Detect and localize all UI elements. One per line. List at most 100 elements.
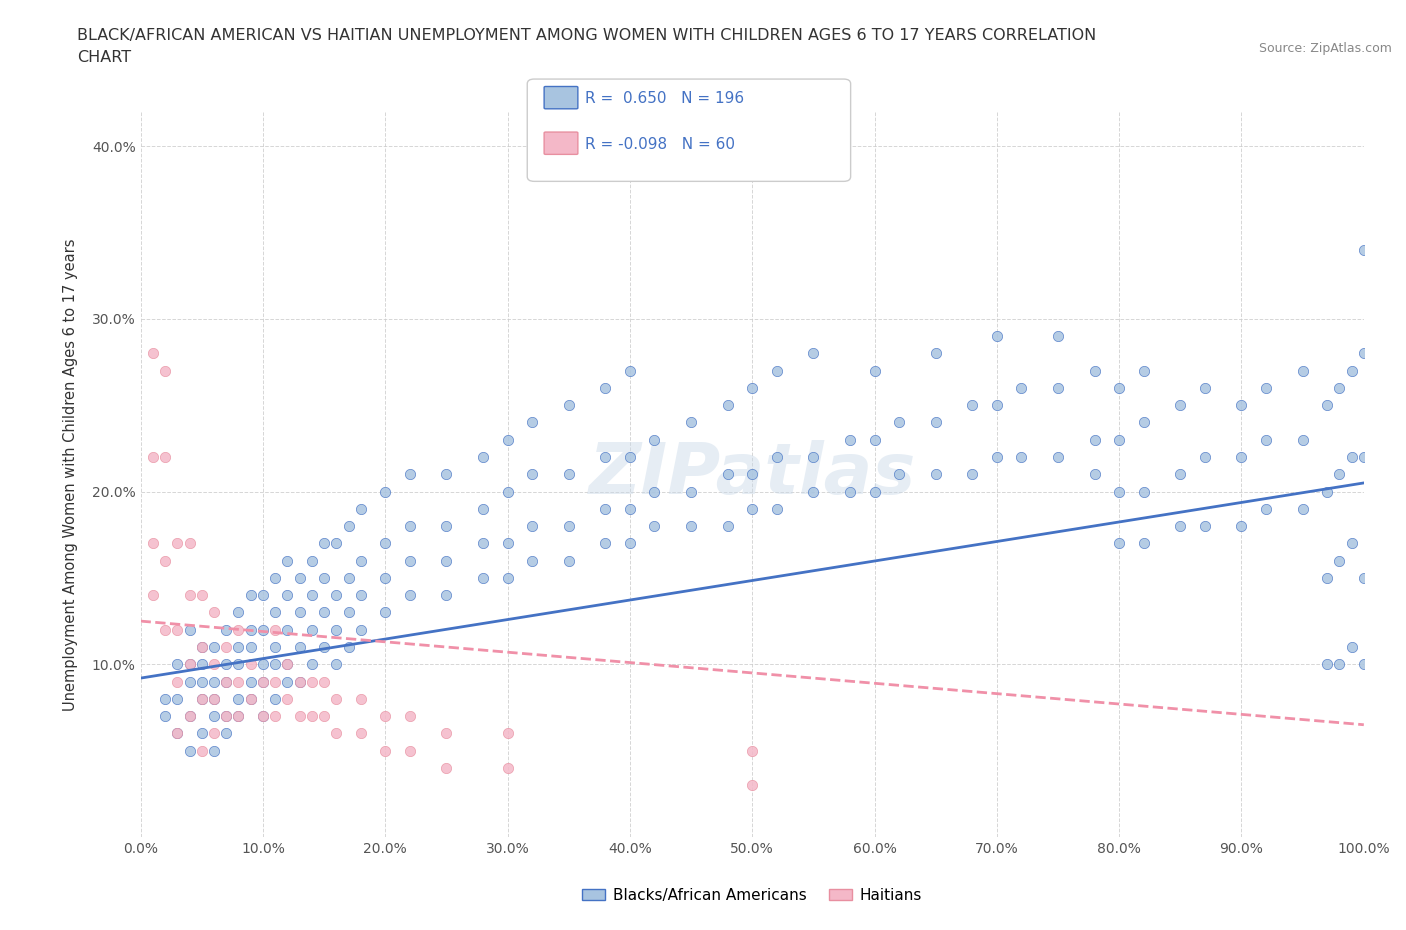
Point	[252, 674, 274, 689]
Point	[520, 467, 543, 482]
Point	[962, 398, 984, 413]
Point	[496, 485, 519, 499]
Point	[166, 691, 188, 706]
Point	[741, 743, 763, 758]
Point	[1353, 570, 1375, 585]
Point	[863, 485, 886, 499]
Point	[681, 415, 703, 430]
Point	[374, 485, 396, 499]
Point	[228, 709, 250, 724]
Point	[839, 432, 862, 447]
Point	[191, 657, 214, 671]
Point	[166, 726, 188, 741]
Point	[179, 657, 201, 671]
Point	[496, 761, 519, 776]
Point	[619, 501, 641, 516]
Point	[337, 570, 360, 585]
Point	[887, 415, 910, 430]
Point	[496, 726, 519, 741]
Point	[264, 657, 287, 671]
Point	[325, 691, 347, 706]
Point	[312, 640, 335, 655]
Point	[312, 570, 335, 585]
Point	[153, 553, 176, 568]
Point	[1329, 553, 1351, 568]
Point	[202, 726, 225, 741]
Point	[595, 536, 617, 551]
Point	[337, 605, 360, 620]
Point	[374, 709, 396, 724]
Point	[252, 709, 274, 724]
Point	[153, 364, 176, 379]
Point	[643, 485, 665, 499]
Point	[202, 674, 225, 689]
Point	[191, 674, 214, 689]
Point	[557, 519, 581, 534]
Point	[1194, 380, 1216, 395]
Point	[264, 709, 287, 724]
Point	[228, 691, 250, 706]
Point	[863, 432, 886, 447]
Point	[520, 553, 543, 568]
Point	[436, 726, 458, 741]
Point	[252, 674, 274, 689]
Point	[436, 467, 458, 482]
Point	[1132, 415, 1154, 430]
Point	[228, 674, 250, 689]
Point	[1170, 467, 1192, 482]
Point	[179, 657, 201, 671]
Point	[276, 657, 298, 671]
Point	[301, 588, 323, 603]
Point	[1316, 398, 1339, 413]
Point	[191, 640, 214, 655]
Point	[1230, 449, 1253, 464]
Point	[179, 536, 201, 551]
Point	[1108, 432, 1130, 447]
Point	[717, 467, 740, 482]
Point	[496, 536, 519, 551]
Point	[288, 605, 311, 620]
Point	[1010, 449, 1032, 464]
Point	[288, 570, 311, 585]
Point	[1329, 467, 1351, 482]
Point	[179, 588, 201, 603]
Point	[288, 709, 311, 724]
Point	[741, 467, 763, 482]
Point	[215, 709, 238, 724]
Point	[276, 674, 298, 689]
Point	[228, 657, 250, 671]
Point	[179, 709, 201, 724]
Point	[325, 622, 347, 637]
Point	[337, 519, 360, 534]
Point	[350, 588, 373, 603]
Point	[1316, 570, 1339, 585]
Point	[986, 398, 1008, 413]
Point	[398, 553, 420, 568]
Point	[1046, 380, 1069, 395]
Point	[374, 536, 396, 551]
Point	[215, 622, 238, 637]
Point	[472, 449, 495, 464]
Point	[1132, 536, 1154, 551]
Point	[215, 674, 238, 689]
Point	[557, 467, 581, 482]
Point	[1291, 501, 1313, 516]
Point	[803, 449, 825, 464]
Legend: Blacks/African Americans, Haitians: Blacks/African Americans, Haitians	[576, 882, 928, 910]
Point	[765, 364, 787, 379]
Point	[264, 570, 287, 585]
Point	[398, 709, 420, 724]
Point	[191, 588, 214, 603]
Point	[288, 674, 311, 689]
Point	[191, 640, 214, 655]
Point	[1230, 519, 1253, 534]
Point	[1353, 657, 1375, 671]
Point	[215, 709, 238, 724]
Point	[301, 674, 323, 689]
Point	[191, 691, 214, 706]
Point	[179, 674, 201, 689]
Point	[239, 640, 262, 655]
Point	[472, 501, 495, 516]
Point	[301, 657, 323, 671]
Point	[986, 328, 1008, 343]
